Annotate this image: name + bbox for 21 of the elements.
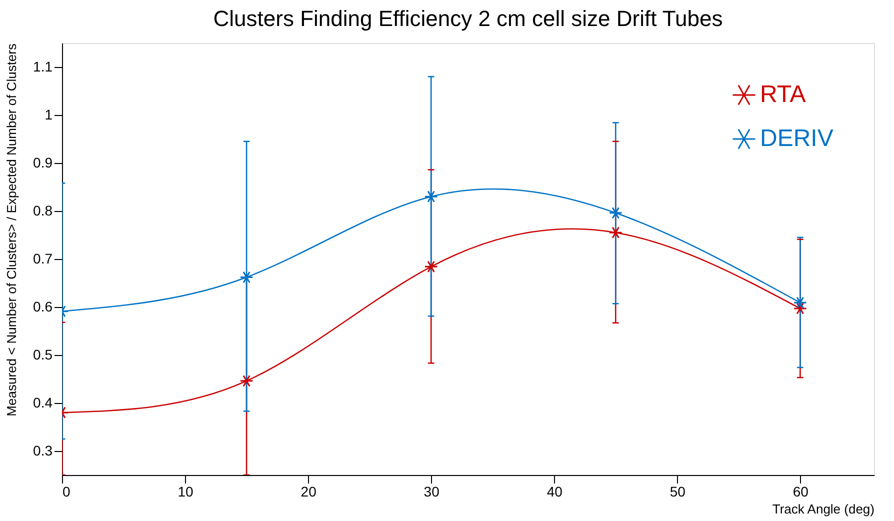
y-axis-title: Measured < Number of Clusters> / Expected Number of Clusters xyxy=(4,43,20,416)
y-tick-label: 0.4 xyxy=(33,394,53,410)
x-tick-label: 30 xyxy=(424,484,440,500)
x-tick-label: 50 xyxy=(670,484,686,500)
y-tick-label: 0.8 xyxy=(33,202,53,218)
y-tick-label: 0.7 xyxy=(33,250,53,266)
y-tick-label: 0.9 xyxy=(33,154,53,170)
chart-title: Clusters Finding Efficiency 2 cm cell size Drift Tubes xyxy=(213,6,723,31)
legend-label: RTA xyxy=(760,81,806,108)
y-tick-label: 0.3 xyxy=(33,442,53,458)
legend-label: DERIV xyxy=(760,125,834,152)
x-tick-label: 0 xyxy=(62,484,70,500)
x-tick-label: 60 xyxy=(792,484,809,500)
x-axis-title: Track Angle (deg) xyxy=(772,502,874,516)
y-tick-label: 1 xyxy=(44,106,53,122)
x-tick-label: 40 xyxy=(546,484,563,500)
y-tick-label: 0.6 xyxy=(33,298,53,314)
y-tick-label: 0.5 xyxy=(33,346,53,362)
x-tick-label: 20 xyxy=(300,484,317,500)
y-tick-label: 1.1 xyxy=(33,58,53,74)
x-tick-label: 10 xyxy=(178,484,194,500)
